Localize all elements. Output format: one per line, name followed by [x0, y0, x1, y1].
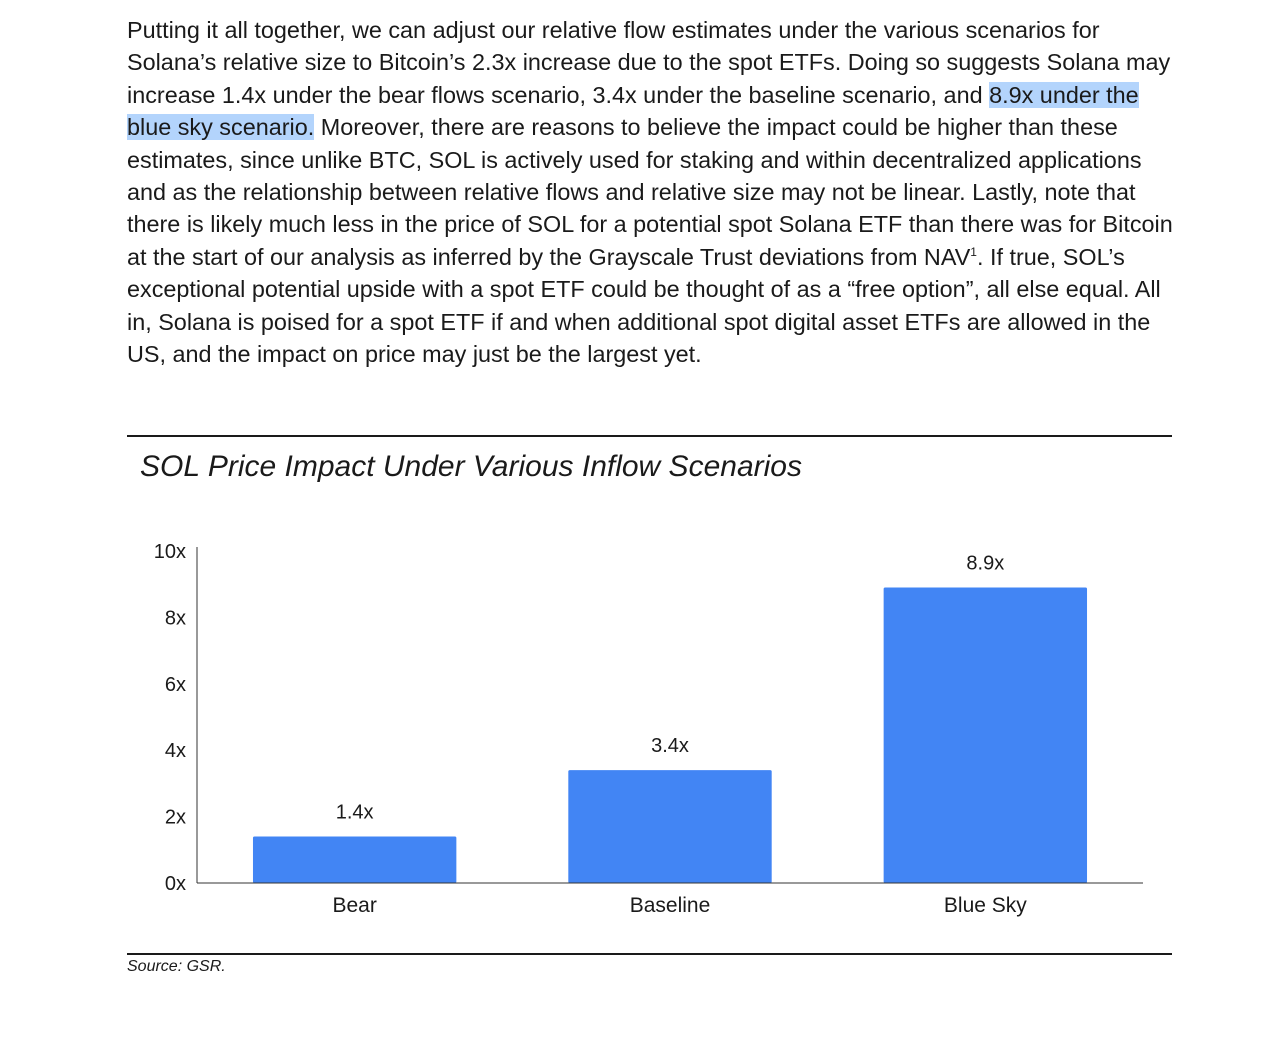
footnote-marker[interactable]: 1 — [970, 245, 977, 260]
y-tick-label: 10x — [154, 541, 186, 563]
x-tick-label: Blue Sky — [944, 894, 1027, 917]
paragraph-text-3: . If true, SOL’s exceptional potential u… — [127, 243, 1161, 368]
bar-data-label: 1.4x — [336, 802, 374, 824]
chart-top-rule — [127, 435, 1172, 437]
chart-bottom-rule — [127, 953, 1172, 955]
bar — [883, 587, 1088, 883]
y-tick-label: 4x — [165, 740, 186, 762]
y-tick-label: 2x — [165, 807, 186, 829]
y-tick-label: 8x — [165, 607, 186, 629]
y-tick-label: 6x — [165, 674, 186, 696]
y-tick-label: 0x — [165, 873, 186, 895]
x-tick-label: Bear — [332, 894, 376, 917]
bar — [252, 836, 457, 883]
source-note: Source: GSR. — [127, 958, 226, 975]
body-paragraph: Putting it all together, we can adjust o… — [127, 14, 1187, 370]
bar-data-label: 8.9x — [966, 553, 1004, 575]
paragraph-text-1: Putting it all together, we can adjust o… — [127, 17, 1171, 108]
paragraph-text-2: Moreover, there are reasons to believe t… — [127, 114, 1173, 270]
chart-title: SOL Price Impact Under Various Inflow Sc… — [140, 450, 802, 483]
bar-data-label: 3.4x — [651, 735, 689, 757]
bar — [568, 770, 772, 883]
x-tick-label: Baseline — [630, 894, 711, 917]
